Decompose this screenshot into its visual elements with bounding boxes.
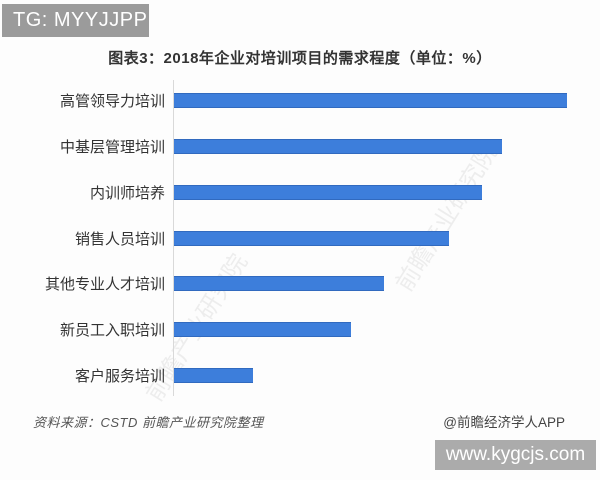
source-note: 资料来源：CSTD 前瞻产业研究院整理 [33, 415, 264, 430]
y-axis-line [173, 80, 174, 396]
chart-row: 高管领导力培训 [0, 78, 600, 124]
chart-row: 销售人员培训 [0, 215, 600, 261]
bottom-watermark-text: www.kygcjs.com [445, 444, 586, 465]
bar [174, 321, 352, 337]
category-label: 新员工入职培训 [59, 321, 165, 339]
bar-track [173, 169, 573, 215]
bottom-watermark-badge: www.kygcjs.com [435, 440, 596, 470]
category-label: 中基层管理培训 [59, 139, 165, 157]
bar-track [173, 78, 573, 124]
category-label: 其他专业人才培训 [44, 276, 165, 294]
bar-track [173, 352, 573, 398]
bar [174, 93, 568, 109]
bar [174, 139, 502, 155]
bar-track [173, 307, 573, 353]
chart-row: 其他专业人才培训 [0, 261, 600, 307]
bar-track [173, 124, 573, 170]
bar-track [173, 215, 573, 261]
category-label: 高管领导力培训 [59, 93, 165, 111]
chart-title: 图表3：2018年企业对培训项目的需求程度（单位：%） [108, 50, 492, 67]
chart-area: 高管领导力培训 中基层管理培训内训师培养销售人员培训其他专业人才培训新员工入职培训… [0, 78, 600, 398]
chart-row: 内训师培养 [0, 169, 600, 215]
chart-row: 客户服务培训 [0, 352, 600, 398]
category-label: 销售人员培训 [74, 230, 165, 248]
credit-line: @前瞻经济学人APP [443, 415, 565, 430]
category-label: 客户服务培训 [74, 367, 165, 385]
chart-row: 中基层管理培训 [0, 124, 600, 170]
top-watermark-text: TG: MYYJJPP [13, 9, 148, 31]
bar-track [173, 261, 573, 307]
top-watermark-badge: TG: MYYJJPP [2, 4, 149, 37]
category-label: 内训师培养 [89, 184, 165, 202]
bar [174, 276, 384, 292]
bar [174, 230, 450, 246]
bar [174, 184, 483, 200]
chart-row: 新员工入职培训 [0, 307, 600, 353]
bar [174, 367, 253, 383]
